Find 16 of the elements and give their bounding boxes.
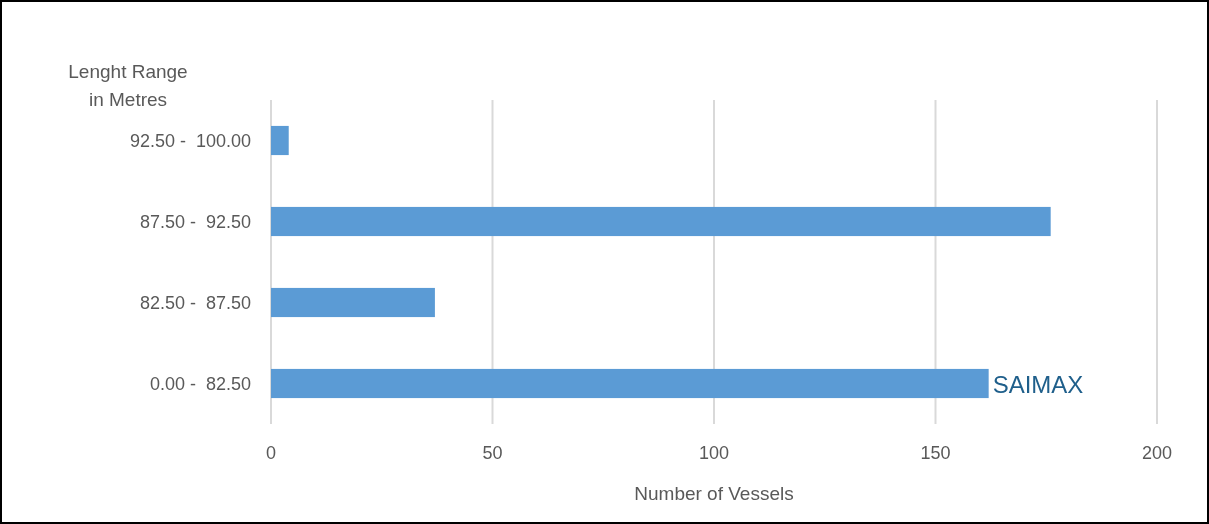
- y-tick-label: 82.50 - 87.50: [139, 292, 251, 313]
- x-tick-label: 150: [920, 443, 951, 463]
- y-tick-label: 92.50 - 100.00: [129, 130, 251, 151]
- x-tick-label: 100: [698, 443, 730, 463]
- x-tick-label: 50: [482, 443, 503, 463]
- bar: [271, 125, 289, 156]
- y-tick-label: 0.00 - 82.50: [149, 373, 251, 394]
- annotation: SAIMAX: [992, 370, 1084, 398]
- bar: [271, 206, 1051, 237]
- x-tick-label: 0: [265, 443, 277, 463]
- y-axis-title: Lenght Range in Metres: [68, 61, 188, 110]
- bar: [271, 287, 435, 318]
- x-tick-label: 200: [1141, 443, 1173, 463]
- y-tick-label: 87.50 - 92.50: [139, 211, 251, 232]
- bar: [271, 368, 989, 399]
- x-axis-title: Number of Vessels: [634, 483, 794, 504]
